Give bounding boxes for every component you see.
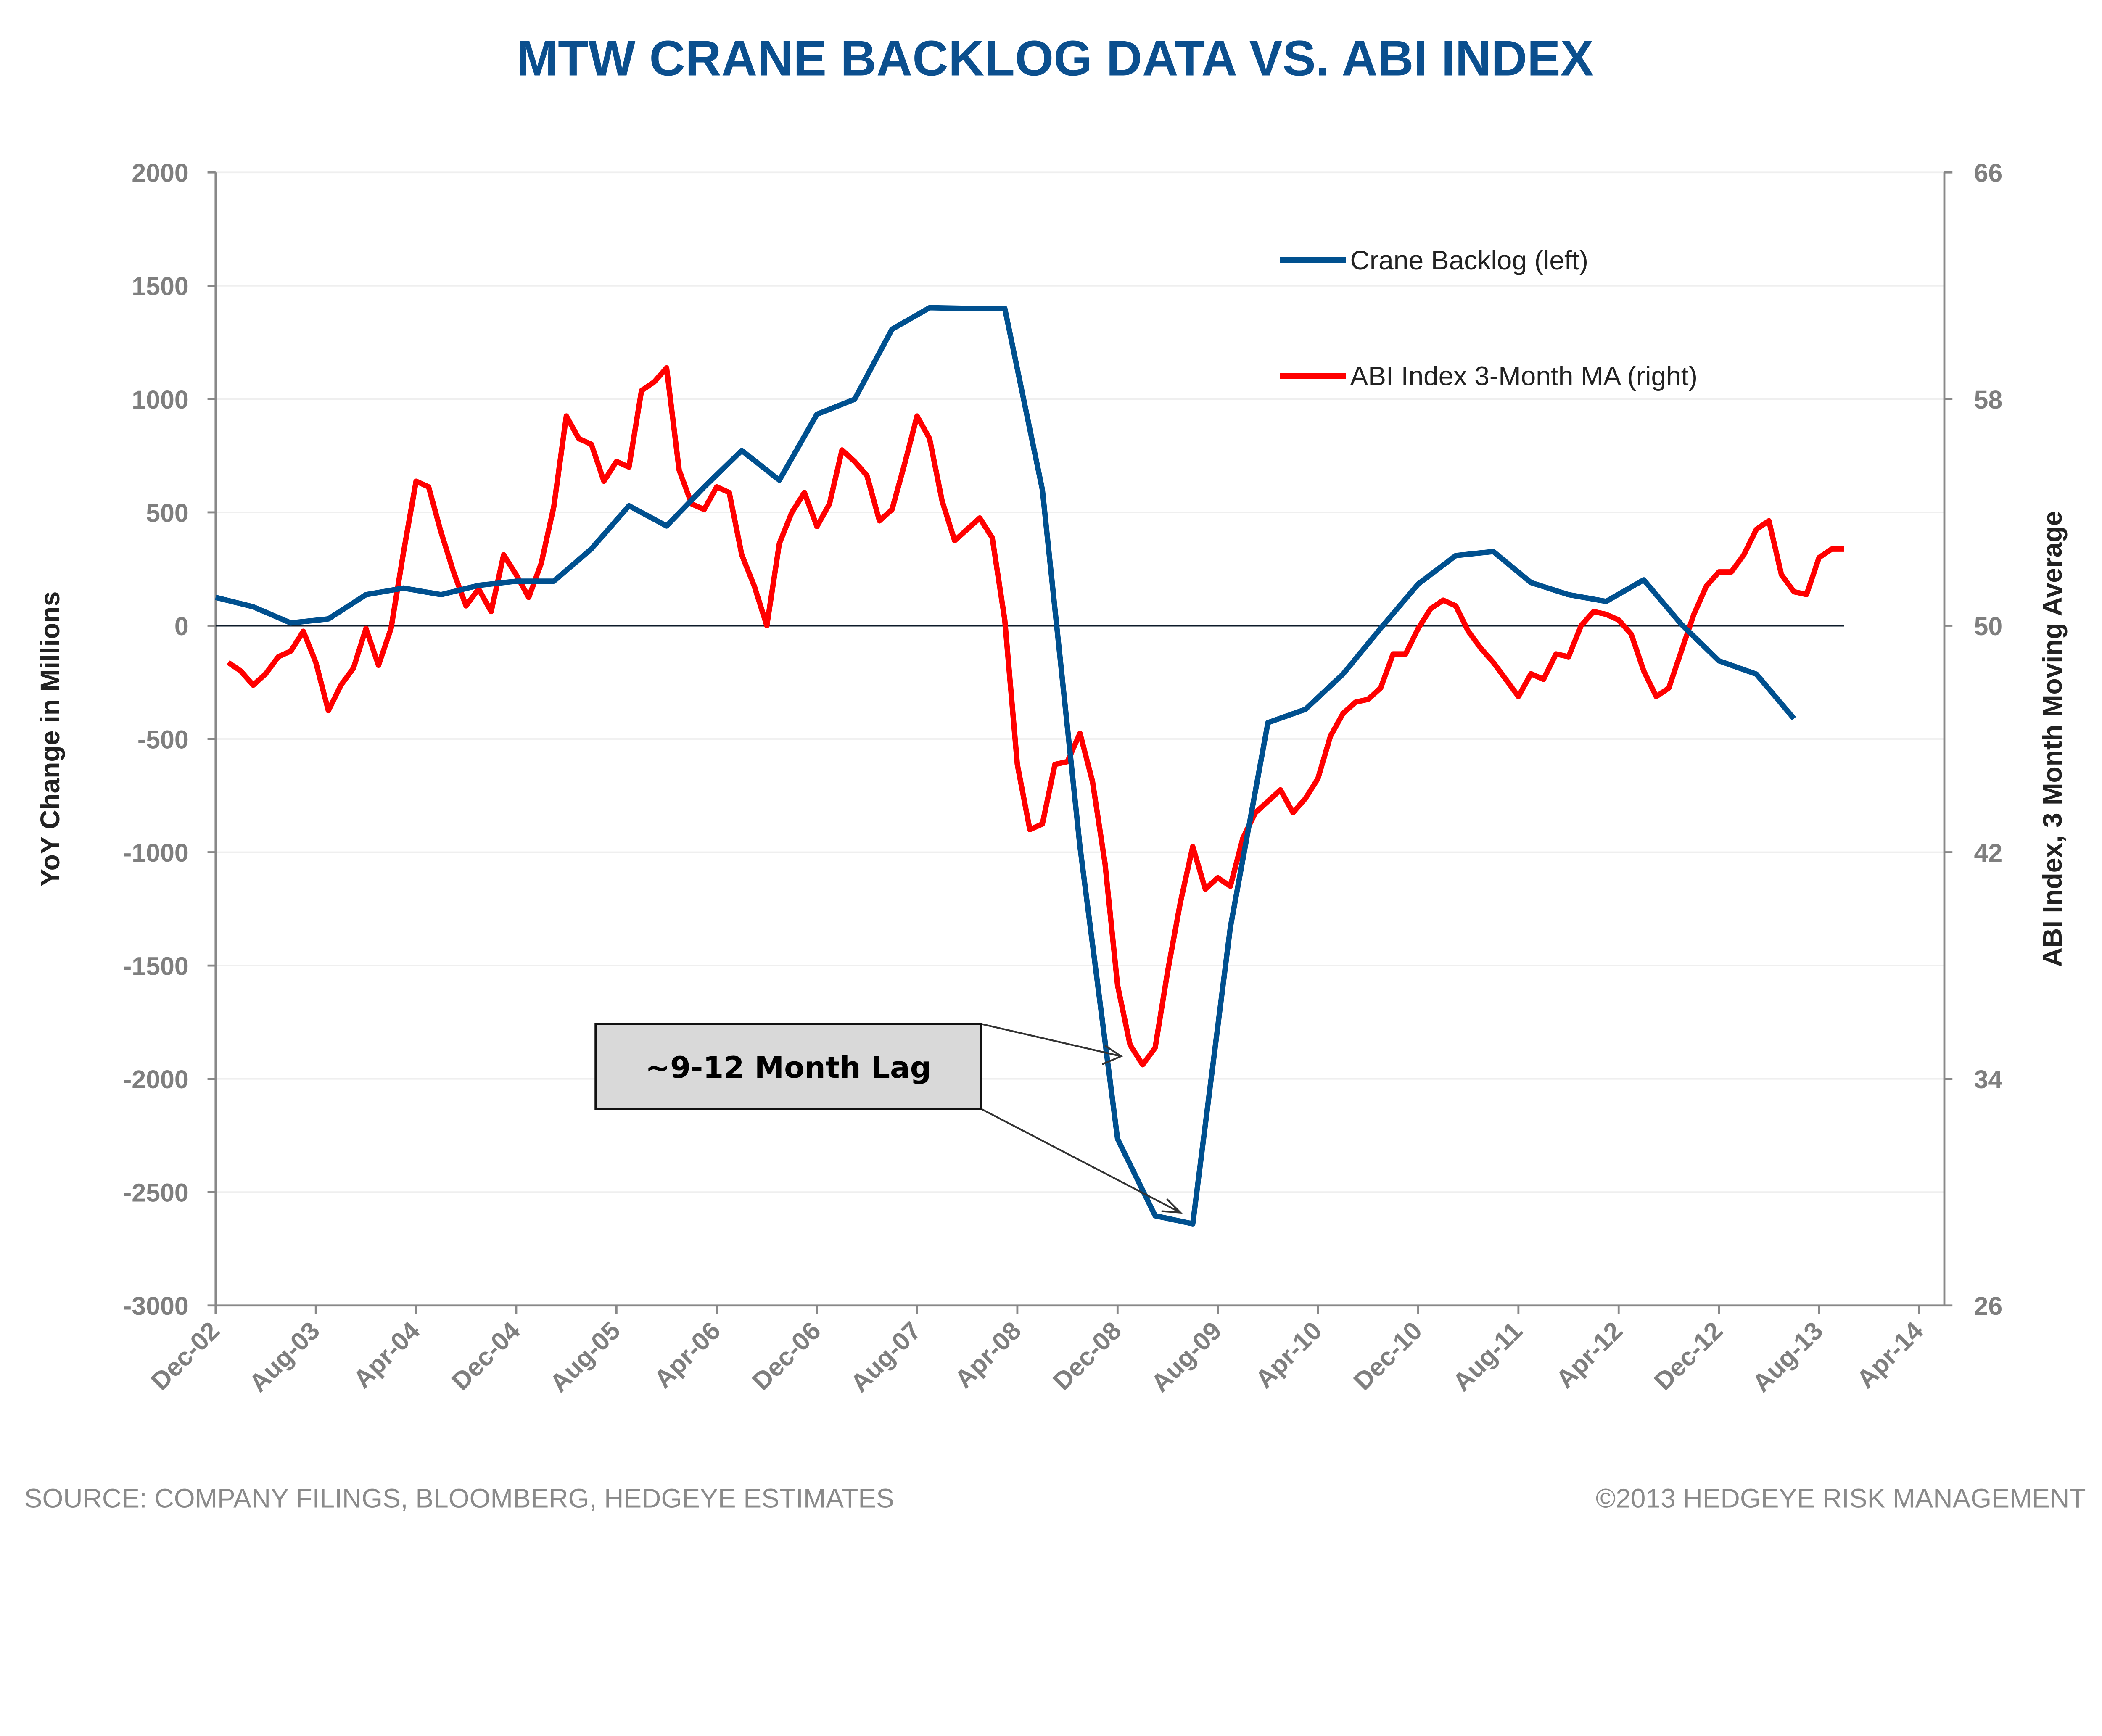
left-tick-label: -3000: [123, 1292, 189, 1320]
x-tick-label: Dec-10: [1348, 1316, 1427, 1396]
x-tick-label: Apr-08: [949, 1316, 1026, 1393]
right-tick-label: 66: [1974, 159, 2003, 187]
crane-backlog-line: [215, 305, 1796, 1227]
right-tick-label: 34: [1974, 1065, 2003, 1094]
right-tick-label: 42: [1974, 839, 2003, 867]
x-tick-label: Aug-05: [544, 1316, 626, 1398]
x-tick-label: Apr-14: [1851, 1316, 1929, 1394]
x-tick-label: Dec-02: [145, 1316, 225, 1396]
annotation-arrowhead-abi: [1101, 1045, 1123, 1065]
left-tick-label: 0: [174, 612, 189, 641]
x-tick-label: Apr-12: [1550, 1316, 1628, 1393]
annotation: ~9-12 Month Lag: [594, 1023, 1183, 1214]
left-tick-label: -1000: [123, 839, 189, 867]
left-tick-label: -2000: [123, 1065, 189, 1094]
source-note: SOURCE: COMPANY FILINGS, BLOOMBERG, HEDG…: [24, 1483, 894, 1514]
annotation-text: ~9-12 Month Lag: [645, 1050, 931, 1085]
legend-label-abi-index: ABI Index 3-Month MA (right): [1350, 361, 1698, 391]
legend: Crane Backlog (left) ABI Index 3-Month M…: [1280, 245, 1698, 391]
copyright-note: ©2013 HEDGEYE RISK MANAGEMENT: [1596, 1483, 2086, 1514]
right-axis-title: ABI Index, 3 Month Moving Average: [2037, 511, 2068, 967]
series-group: [215, 305, 1844, 1227]
right-tick-label: 26: [1974, 1292, 2003, 1320]
left-tick-label: -1500: [123, 952, 189, 981]
annotation-arrow-crane: [980, 1108, 1181, 1214]
x-tick-label: Dec-06: [747, 1316, 826, 1396]
left-tick-label: 1000: [132, 385, 188, 414]
annotation-box: [594, 1023, 982, 1110]
x-tick-label: Dec-04: [446, 1316, 526, 1396]
x-tick-label: Aug-03: [243, 1316, 325, 1398]
left-tick-label: 2000: [132, 159, 188, 187]
left-tick-label: -500: [137, 725, 189, 754]
right-tick-label: 58: [1974, 385, 2003, 414]
x-tick-label: Apr-10: [1250, 1316, 1327, 1393]
left-tick-label: 1500: [132, 272, 188, 301]
left-tick-label: 500: [146, 499, 189, 527]
x-tick-label: Dec-08: [1047, 1316, 1127, 1396]
chart: MTW CRANE BACKLOG DATA VS. ABI INDEX 200…: [24, 31, 2086, 1514]
x-tick-label: Apr-06: [648, 1316, 726, 1393]
chart-title: MTW CRANE BACKLOG DATA VS. ABI INDEX: [516, 31, 1594, 86]
legend-label-crane-backlog: Crane Backlog (left): [1350, 245, 1588, 275]
annotation-arrow-abi: [980, 1023, 1122, 1057]
annotation-arrowhead-crane: [1161, 1198, 1183, 1214]
left-tick-label: -2500: [123, 1179, 189, 1207]
x-tick-label: Aug-09: [1146, 1316, 1227, 1398]
x-tick-label: Apr-04: [348, 1316, 425, 1394]
x-tick-label: Aug-07: [845, 1316, 927, 1398]
x-tick-label: Aug-11: [1447, 1316, 1528, 1397]
left-axis-title: YoY Change in Millions: [35, 591, 65, 887]
x-tick-label: Dec-12: [1648, 1316, 1728, 1396]
x-tick-label: Aug-13: [1747, 1316, 1828, 1398]
right-tick-label: 50: [1974, 612, 2003, 641]
